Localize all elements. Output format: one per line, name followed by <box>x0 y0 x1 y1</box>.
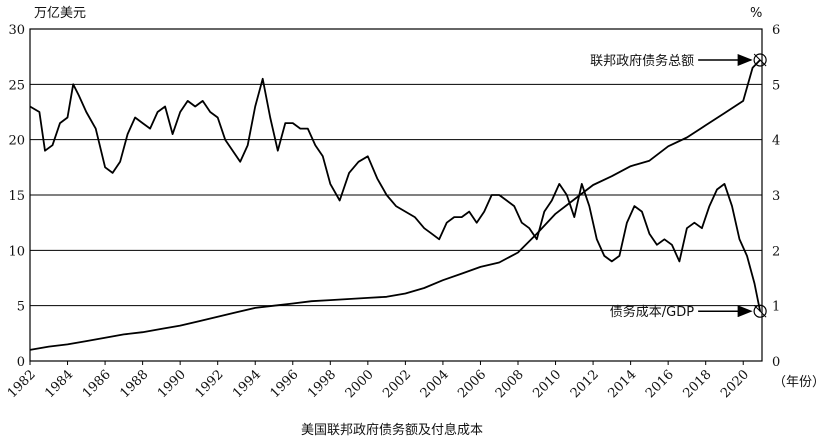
y-tick-right-label: 2 <box>772 244 780 259</box>
gridlines <box>30 83 762 307</box>
y-tick-right-label: 0 <box>772 355 780 370</box>
marker-cross <box>753 53 767 67</box>
x-tick-label: 2012 <box>568 367 602 401</box>
x-tick-label: 1982 <box>5 367 39 401</box>
x-tick-label: 1988 <box>117 367 151 401</box>
x-tick-label: 1984 <box>42 367 76 401</box>
x-tick-label: 2014 <box>605 367 639 401</box>
x-tick-label: 2010 <box>530 367 564 401</box>
series-line-debt <box>29 59 761 351</box>
y-tick-right-label: 6 <box>772 23 780 38</box>
y-tick-left-label: 15 <box>8 189 25 204</box>
x-axis-unit: （年份） <box>773 375 825 390</box>
right-axis-unit: % <box>750 6 762 21</box>
left-axis-unit: 万亿美元 <box>34 6 86 21</box>
debt-marker-circle <box>753 53 767 67</box>
y-tick-right-label: 1 <box>772 300 780 315</box>
y-tick-right-label: 4 <box>772 134 780 149</box>
y-tick-right-label: 5 <box>772 78 780 93</box>
x-tick-label: 2020 <box>718 367 752 401</box>
marker-cross <box>753 304 767 318</box>
y-axis-left-ticks: 0 5 10 15 20 25 30 <box>8 23 25 370</box>
debt-annotation-label: 联邦政府债务总额 <box>590 53 694 69</box>
x-tick-label: 2006 <box>455 367 489 401</box>
x-tick-label: 2004 <box>418 367 452 401</box>
y-tick-left-label: 20 <box>8 134 25 149</box>
x-tick-label: 1986 <box>80 367 114 401</box>
x-tick-label: 1994 <box>230 367 264 401</box>
x-tick-label: 1990 <box>155 367 189 401</box>
y-tick-left-label: 0 <box>17 355 25 370</box>
cost-marker-circle <box>753 304 767 318</box>
y-tick-left-label: 10 <box>8 244 25 259</box>
cost-annotation-label: 债务成本/GDP <box>610 304 694 320</box>
x-tick-label: 2000 <box>343 367 377 401</box>
series-line-cost <box>29 77 761 312</box>
x-axis-ticks: 1982 1984 1986 1988 1990 1992 1994 1996 1998 2000… <box>5 361 752 401</box>
y-tick-right-label: 3 <box>772 189 780 204</box>
x-tick-label: 2018 <box>681 367 715 401</box>
chart-caption: 美国联邦政府债务额及付息成本 <box>301 422 483 438</box>
x-tick-label: 1992 <box>193 367 227 401</box>
y-axis-right-ticks: 0 1 2 3 4 5 6 <box>772 23 780 370</box>
x-tick-label: 1998 <box>305 367 339 401</box>
plot-frame <box>29 28 763 362</box>
y-tick-left-label: 5 <box>17 300 25 315</box>
x-tick-label: 2016 <box>643 367 677 401</box>
axes <box>29 28 763 362</box>
y-tick-left-label: 25 <box>8 78 25 93</box>
x-tick-label: 2008 <box>493 367 527 401</box>
x-tick-label: 1996 <box>268 367 302 401</box>
y-tick-left-label: 30 <box>8 23 25 38</box>
series-lines <box>29 59 761 351</box>
x-tick-label: 2002 <box>380 367 414 401</box>
